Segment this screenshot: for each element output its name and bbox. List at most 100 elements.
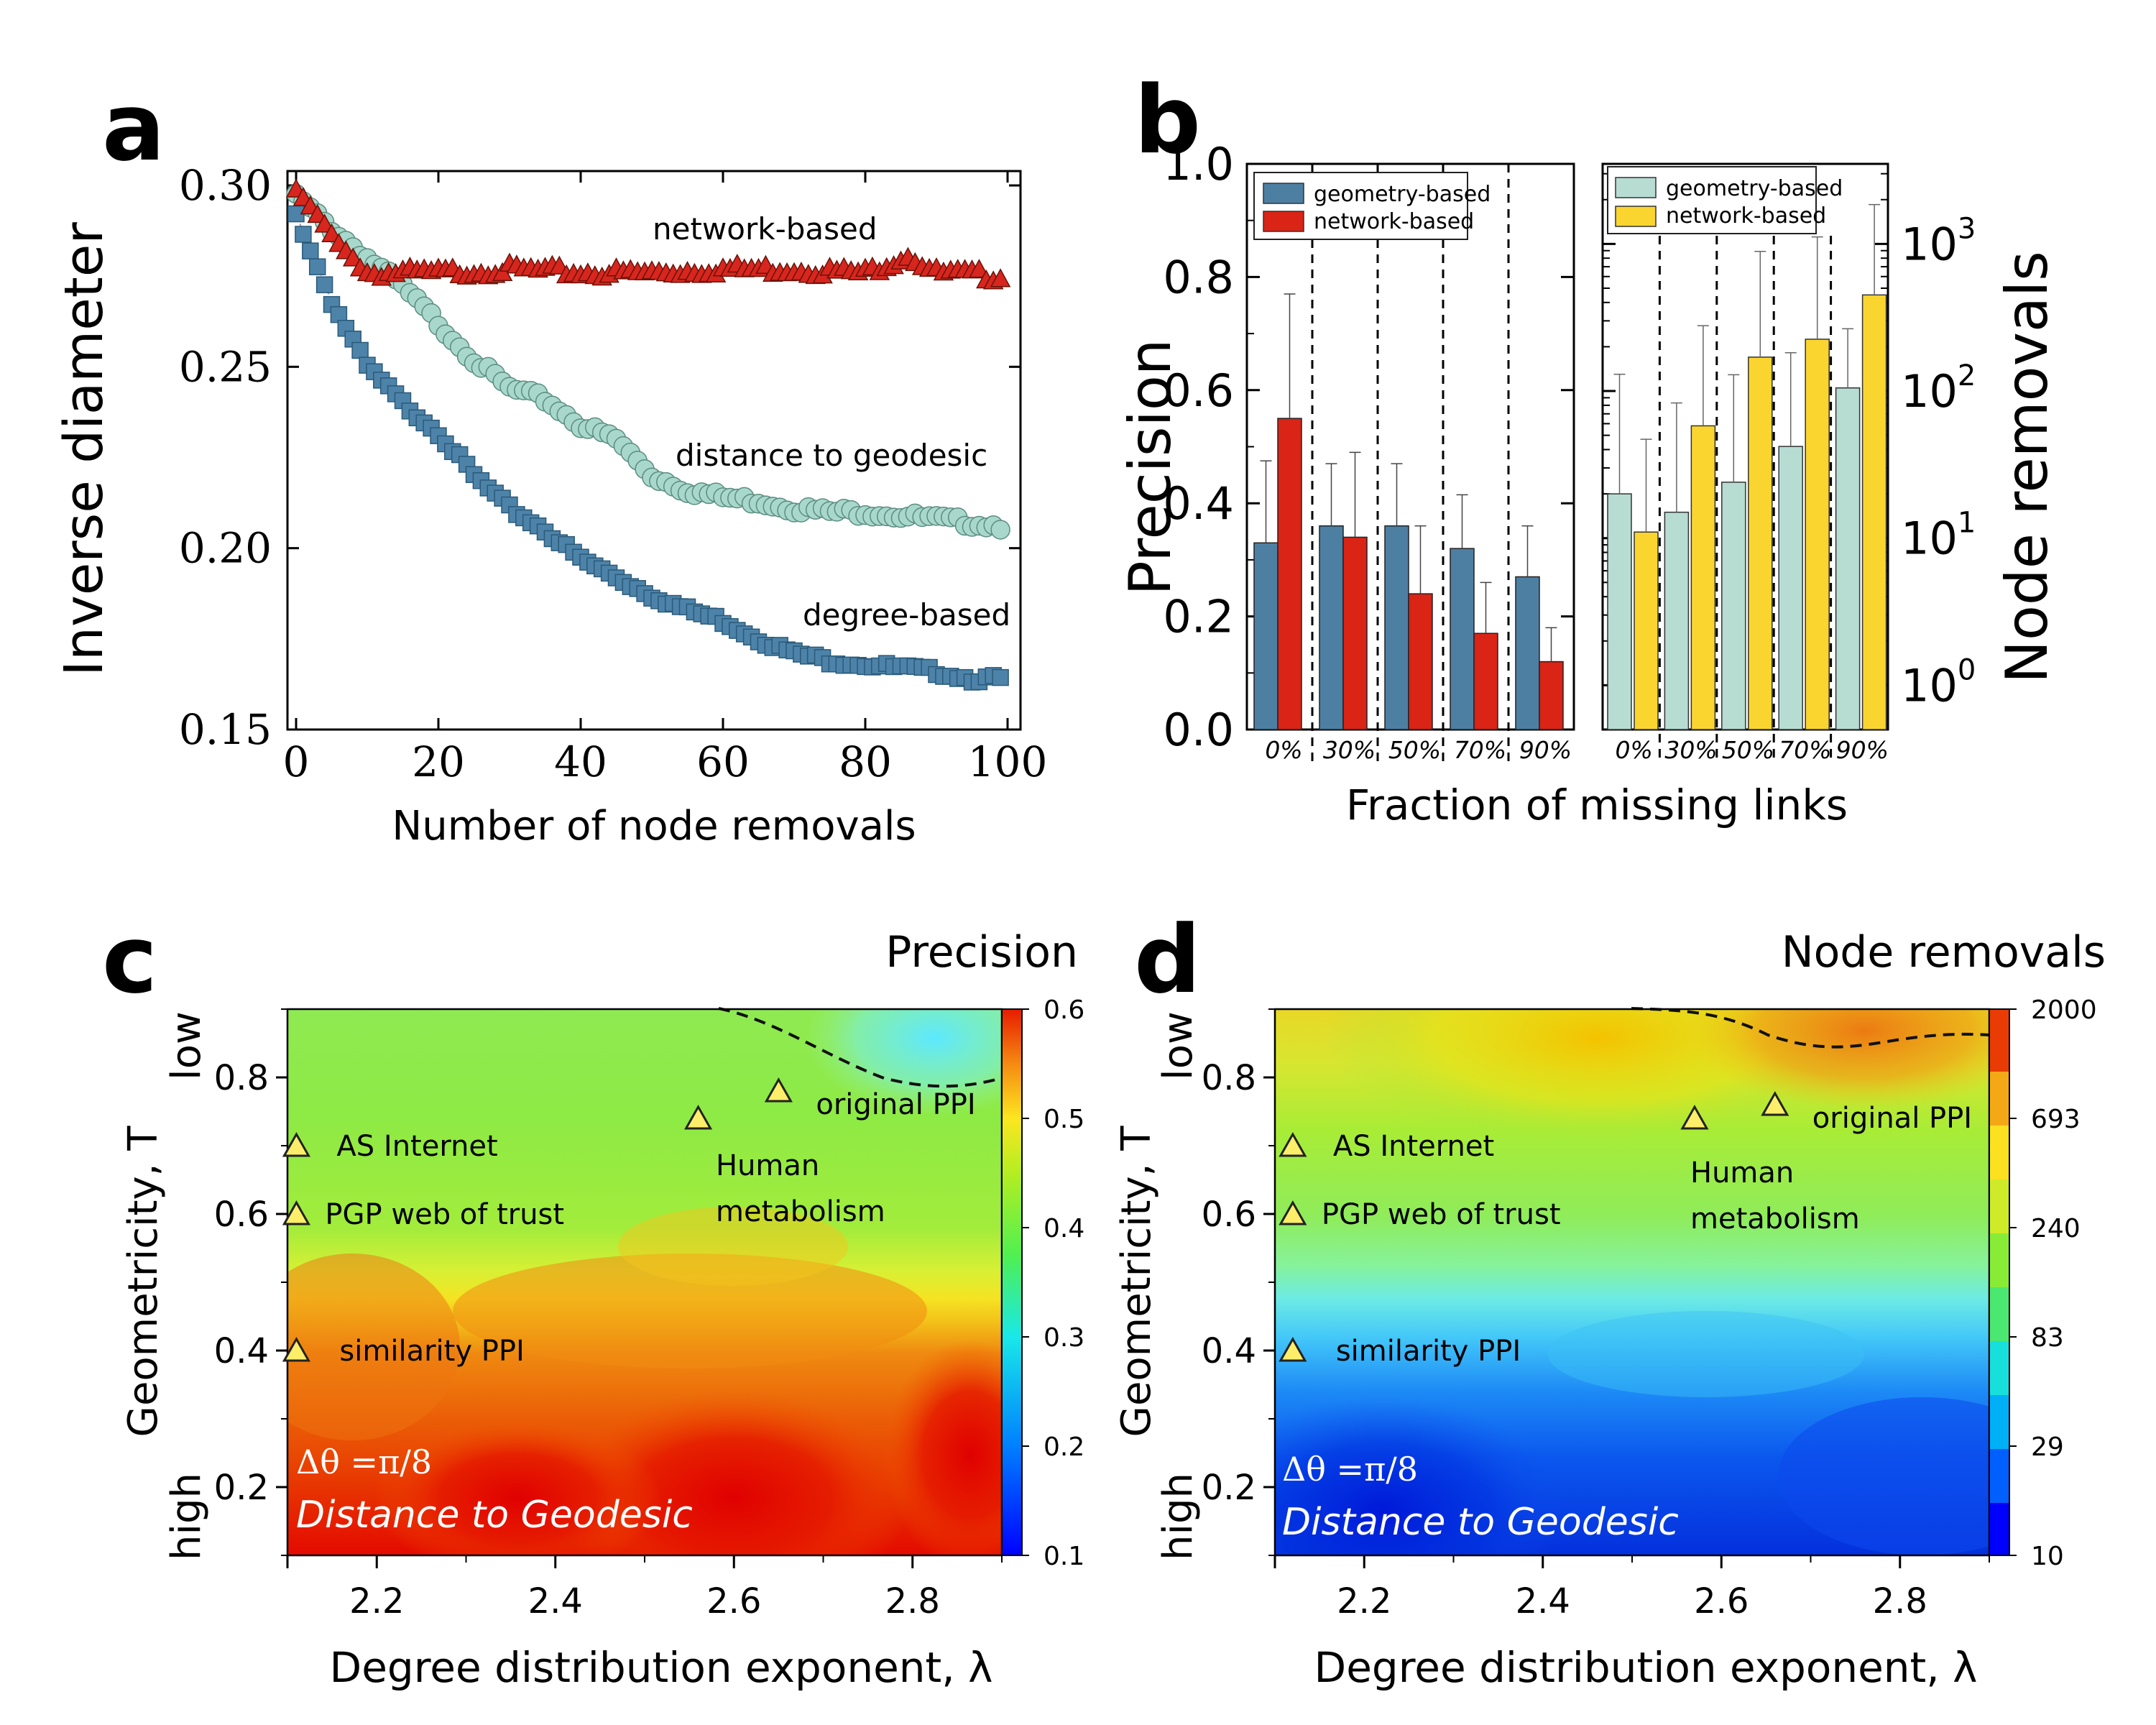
b-right-y-tick-label: 103 [1901,212,1976,270]
b-left-category-label: 50% [1388,736,1441,764]
colorbar-tick-label: 0.5 [1044,1105,1084,1134]
b-right-y-tick-label: 102 [1901,359,1976,418]
network-marker [1279,1131,1307,1157]
geodesic-point [990,520,1010,540]
heat-y-tick-label: 0.6 [1202,1195,1256,1235]
b-left-category-label: 90% [1519,736,1572,764]
network-marker-label: PGP web of trust [325,1198,564,1231]
d-label-human-1: Human [1690,1156,1794,1190]
d-cbar-frame [1989,1008,2010,1556]
heat-x-tick-label: 2.8 [1873,1581,1927,1622]
d-cbar-seg-1 [1989,1502,2009,1555]
heat-y-tick-label: 0.4 [1202,1331,1256,1371]
network-marker [282,1200,310,1225]
panel-a: 0 20 40 60 80 100 0.15 0.20 0.25 0.30 network-ba… [53,161,1047,850]
legend-label-network-right: network-based [1666,203,1826,229]
heat-x-tick-label: 2.8 [885,1581,940,1622]
bar-left-geometry [1515,576,1540,730]
tick-exponent: 3 [1958,212,1976,245]
panel-label-d: d [1134,905,1201,1014]
panel-label-c: c [102,905,157,1014]
network-marker [1680,1104,1709,1130]
d-cbar-seg-5 [1989,1287,2009,1341]
heat-y-tick-label: 0.2 [1202,1468,1256,1508]
tick-base: 10 [1901,365,1958,418]
degree-point [992,668,1009,686]
a-x-tick-label: 40 [554,737,607,786]
node-removals-heatmap [1275,1009,1989,1555]
panel-c: Precision 0.10.20.30.40.50.6 2.2 2.4 2.6 2.… [120,927,1084,1692]
d-cbar-seg-8 [1989,1125,2009,1179]
colorbar-tick-label: 240 [2031,1214,2081,1243]
panel-d-y-label: Geometricity, T [1113,1126,1160,1438]
d-label-human-2: metabolism [1690,1202,1860,1236]
d-cbar-seg-10 [1989,1009,2009,1072]
c-label-human-2: metabolism [716,1195,885,1228]
tick-exponent: 1 [1958,507,1976,540]
b-left-category-label: 0% [1265,736,1302,764]
d-cbar-seg-3 [1989,1394,2009,1449]
panel-c-colorbar [1001,1008,1023,1556]
legend-swatch-geometry-left [1263,183,1304,204]
tick-exponent: 2 [1958,359,1976,392]
network-marker-label: original PPI [1812,1102,1972,1135]
degree-point [351,341,369,359]
label-degree-based: degree-based [803,597,1010,632]
network-marker [1279,1200,1307,1225]
network-point [314,213,335,233]
bar-left-geometry [1450,548,1475,730]
network-point [321,223,342,243]
heat-y-tick-label: 0.4 [214,1331,269,1371]
colorbar-tick-label: 10 [2031,1542,2064,1571]
degree-point [295,226,312,243]
legend-swatch-network-left [1263,211,1304,232]
panel-a-y-label: Inverse diameter [53,222,115,676]
panel-c-title: Precision [885,927,1078,978]
a-x-tick-label: 100 [968,737,1048,786]
heat-y-tick-label: 0.6 [214,1195,269,1235]
bar-left-network [1473,632,1498,730]
panel-d: Node removals 10 29 83 240 693 2000 2.2 2.4 2.6… [1113,927,2106,1692]
b-left-y-tick-label: 0.4 [1163,477,1234,530]
panel-d-network-markers: AS Internet PGP web of trust similarity PP… [1279,1090,1972,1368]
panel-b-left-y-tick-labels: 0.0 0.2 0.4 0.6 0.8 1.0 [1163,138,1234,756]
label-network-based: network-based [653,211,877,247]
a-x-tick-label: 20 [412,737,465,786]
degree-point [308,258,326,275]
network-marker [282,1131,310,1157]
bar-right-geometry [1607,493,1632,730]
tick-exponent: 0 [1958,653,1976,686]
bar-right-network [1690,425,1716,730]
panel-b-left-y-label: Precision [1117,339,1184,596]
node-removals-contour [1631,1007,1990,1049]
panel-b: 0% 30% 50% 70% 90% 0% 30% 50% 70% 90% 0.00.20.40.… [1117,138,2060,829]
a-y-tick-label: 0.30 [179,161,272,210]
bar-right-geometry [1664,511,1690,730]
a-x-tick-label: 60 [696,737,750,786]
legend-label-geometry-left: geometry-based [1314,182,1491,207]
panel-a-x-tick-labels: 0 20 40 60 80 100 [283,737,1048,786]
legend-label-geometry-right: geometry-based [1666,176,1843,201]
heat-x-tick-label: 2.6 [706,1581,761,1622]
panel-c-y-high: high [163,1473,210,1560]
bar-right-geometry [1721,482,1746,730]
bar-right-geometry [1835,387,1861,730]
panel-a-frame [286,170,1022,731]
panel-c-x-label: Degree distribution exponent, λ [330,1643,993,1692]
bar-right-network [1805,339,1830,730]
b-right-category-label: 0% [1616,736,1653,764]
panel-b-left-legend: geometry-based network-based [1253,172,1491,240]
panel-c-annotation: Δθ =π/8 [296,1443,432,1481]
network-marker-label: original PPI [816,1088,975,1121]
panel-a-series [285,178,1011,691]
label-distance-to-geodesic: distance to geodesic [676,438,987,473]
panel-c-axes: 2.2 2.4 2.6 2.8 0.2 0.4 0.6 0.8 [214,1008,1003,1622]
bar-right-network [1634,531,1659,730]
b-right-category-label: 30% [1664,736,1717,764]
network-point [990,268,1011,288]
bar-left-network [1277,418,1302,730]
panel-b-right-legend: geometry-based network-based [1607,166,1843,234]
network-marker-label: similarity PPI [1336,1335,1521,1368]
network-marker [1279,1336,1307,1362]
panel-label-b: b [1134,65,1201,175]
